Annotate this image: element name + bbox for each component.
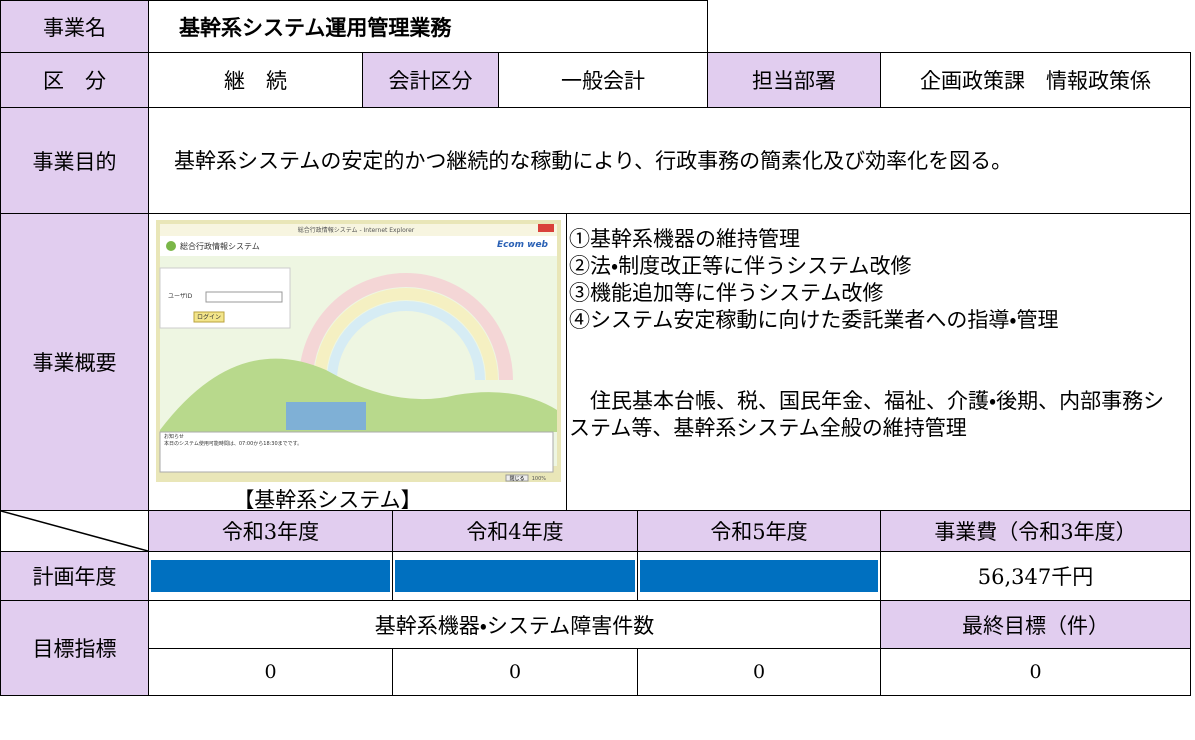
notice: 本日のシステム使用可能時間は、07:00から18:30までです。 [164, 440, 302, 447]
overview-note: 住民基本台帳、税、国民年金、福祉、介護・後期、内部事務システム等、基幹系システム… [569, 389, 1165, 440]
target-value: 0 [637, 648, 881, 696]
app-title: 総合行政情報システム [180, 241, 260, 251]
label-cell: 事業名 [0, 0, 149, 53]
zoom: 100% [532, 476, 547, 482]
year-header: 令和5年度 [637, 510, 881, 552]
plan-cell [148, 551, 393, 601]
plan-bar [395, 560, 635, 592]
close-button: 閉じる [509, 476, 524, 482]
year-header: 令和3年度 [148, 510, 393, 552]
value-cell: 継 続 [148, 52, 363, 108]
overview-item: ③機能追加等に伴うシステム改修 [569, 281, 884, 305]
target-value: 0 [148, 648, 393, 696]
indicator: 基幹系機器・システム障害件数 [148, 600, 881, 649]
value-cell: 企画政策課 情報政策係 [880, 52, 1191, 108]
notice-title: お知らせ [164, 433, 184, 440]
brand: Ecom web [497, 240, 549, 250]
cost-header: 事業費（令和3年度） [880, 510, 1191, 552]
window-title: 総合行政情報システム - Internet Explorer [298, 226, 415, 234]
label-cell: 担当部署 [707, 52, 881, 108]
user-id-label: ユーザID [168, 293, 193, 300]
label-cell: 区 分 [0, 52, 149, 108]
plan-cell [392, 551, 638, 601]
overview-item: ①基幹系機器の維持管理 [569, 227, 800, 251]
label-cell: 事業目的 [0, 107, 149, 214]
purpose-text: 基幹系システムの安定的かつ継続的な稼動により、行政事務の簡素化及び効率化を図る。 [148, 107, 1191, 214]
target-value: 0 [392, 648, 638, 696]
caption: 【基幹系システム】 [233, 488, 422, 512]
label-cell: 事業概要 [0, 213, 149, 511]
overview-item: ④システム安定稼動に向けた委託業者への指導・管理 [569, 308, 1059, 332]
diagonal [1, 511, 148, 551]
login-button: ログイン [197, 313, 221, 321]
project-name: 基幹系システム運用管理業務 [148, 0, 708, 53]
target-value: 0 [880, 648, 1191, 696]
label-cell: 目標指標 [0, 600, 149, 696]
image-cell: 総合行政情報システム - Internet Explorer 総合行政情報システ… [148, 213, 567, 512]
corner-cell [0, 510, 149, 552]
label-cell: 計画年度 [0, 551, 149, 601]
final-target-header: 最終目標（件） [880, 600, 1191, 649]
cost: 56,347千円 [880, 551, 1191, 601]
overview-text: ①基幹系機器の維持管理 ②法・制度改正等に伴うシステム改修 ③機能追加等に伴うシステ… [566, 213, 1191, 511]
label-cell: 会計区分 [362, 52, 499, 108]
system-screenshot: 総合行政情報システム - Internet Explorer 総合行政情報システ… [156, 220, 561, 482]
value-cell: 一般会計 [498, 52, 708, 108]
year-header: 令和4年度 [392, 510, 638, 552]
plan-bar [640, 560, 878, 592]
plan-cell [637, 551, 881, 601]
item-list: ①基幹系機器の維持管理 ②法・制度改正等に伴うシステム改修 ③機能追加等に伴うシステ… [569, 226, 1180, 334]
plan-bar [151, 560, 390, 592]
overview-item: ②法・制度改正等に伴うシステム改修 [569, 254, 912, 278]
